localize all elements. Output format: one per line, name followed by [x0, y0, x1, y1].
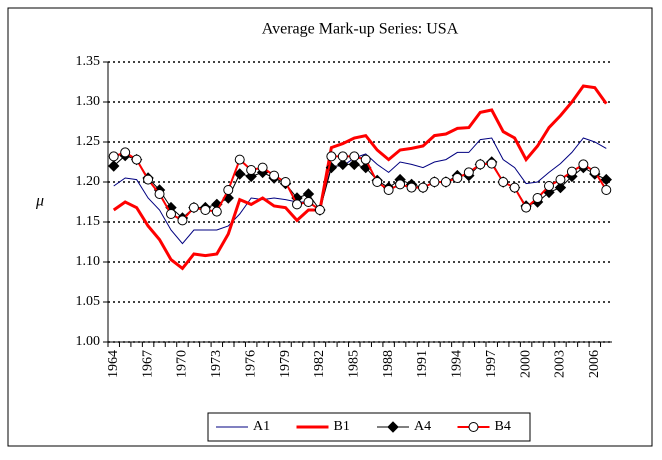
point: [418, 182, 428, 193]
x-tick-label: 1967: [140, 350, 155, 378]
x-tick-label: 1991: [415, 350, 430, 378]
y-tick-label: 1.10: [76, 254, 101, 269]
point: [544, 181, 554, 191]
point: [475, 159, 486, 170]
point: [166, 209, 176, 219]
x-tick-label: 1964: [106, 350, 121, 378]
chart-frame: [7, 7, 653, 447]
point: [177, 215, 188, 226]
point: [108, 151, 119, 162]
legend-label: A1: [253, 419, 270, 434]
series-line: [113, 137, 607, 245]
point: [348, 158, 360, 171]
x-tick-label: 1976: [243, 350, 258, 378]
point: [406, 182, 417, 193]
point: [360, 154, 371, 165]
x-tick-label: 1970: [175, 350, 190, 378]
point: [395, 179, 406, 190]
point: [292, 199, 302, 210]
y-tick-label: 1.15: [76, 214, 101, 229]
point: [337, 151, 348, 162]
point: [349, 151, 360, 162]
x-tick-label: 1997: [484, 350, 499, 378]
point: [566, 166, 577, 177]
x-tick-label: 2003: [553, 350, 568, 378]
y-tick-label: 1.20: [76, 174, 101, 189]
point: [498, 177, 509, 187]
y-tick-label: 1.35: [76, 54, 101, 69]
point: [314, 205, 325, 215]
x-tick-label: 2000: [518, 350, 533, 378]
point: [257, 162, 268, 173]
point: [211, 206, 222, 217]
legend-marker: [387, 421, 399, 433]
point: [280, 177, 291, 187]
point: [188, 202, 199, 213]
point: [589, 166, 600, 177]
point: [143, 174, 154, 185]
y-tick-label: 1.25: [76, 134, 101, 149]
point: [383, 185, 394, 195]
point: [440, 177, 451, 187]
point: [337, 158, 349, 171]
y-tick-label: 1.00: [76, 334, 101, 349]
x-tick-label: 1994: [450, 350, 465, 378]
x-tick-label: 1973: [209, 350, 224, 378]
point: [120, 147, 131, 158]
x-tick-label: 2006: [587, 350, 602, 378]
legend-label: B4: [495, 419, 511, 434]
series-line: [112, 84, 608, 271]
x-tick-label: 1985: [346, 350, 361, 378]
point: [555, 174, 566, 185]
point: [154, 189, 165, 199]
legend-label: B1: [334, 419, 350, 434]
legend-label: A4: [414, 419, 431, 434]
point: [131, 154, 142, 165]
x-tick-label: 1982: [312, 350, 327, 378]
point: [509, 182, 520, 193]
point: [223, 185, 234, 195]
y-axis-label: μ: [35, 193, 44, 210]
point: [303, 197, 314, 207]
point: [486, 158, 497, 169]
point: [452, 173, 463, 183]
x-tick-label: 1979: [278, 350, 293, 378]
point: [234, 168, 246, 180]
y-tick-label: 1.30: [76, 94, 101, 109]
point: [521, 202, 532, 213]
point: [326, 151, 337, 162]
point: [601, 185, 612, 195]
point: [246, 165, 257, 175]
point: [532, 193, 543, 203]
point: [108, 160, 120, 172]
y-tick-label: 1.05: [76, 294, 101, 309]
legend-marker: [468, 422, 479, 432]
point: [578, 159, 589, 170]
point: [554, 181, 567, 194]
point: [234, 154, 245, 165]
point: [463, 167, 474, 178]
point: [200, 205, 211, 215]
x-tick-label: 1988: [381, 350, 396, 378]
point: [372, 177, 383, 187]
chart-title: Average Mark-up Series: USA: [262, 21, 459, 38]
point: [600, 173, 612, 186]
point: [429, 177, 440, 187]
point: [269, 170, 280, 181]
